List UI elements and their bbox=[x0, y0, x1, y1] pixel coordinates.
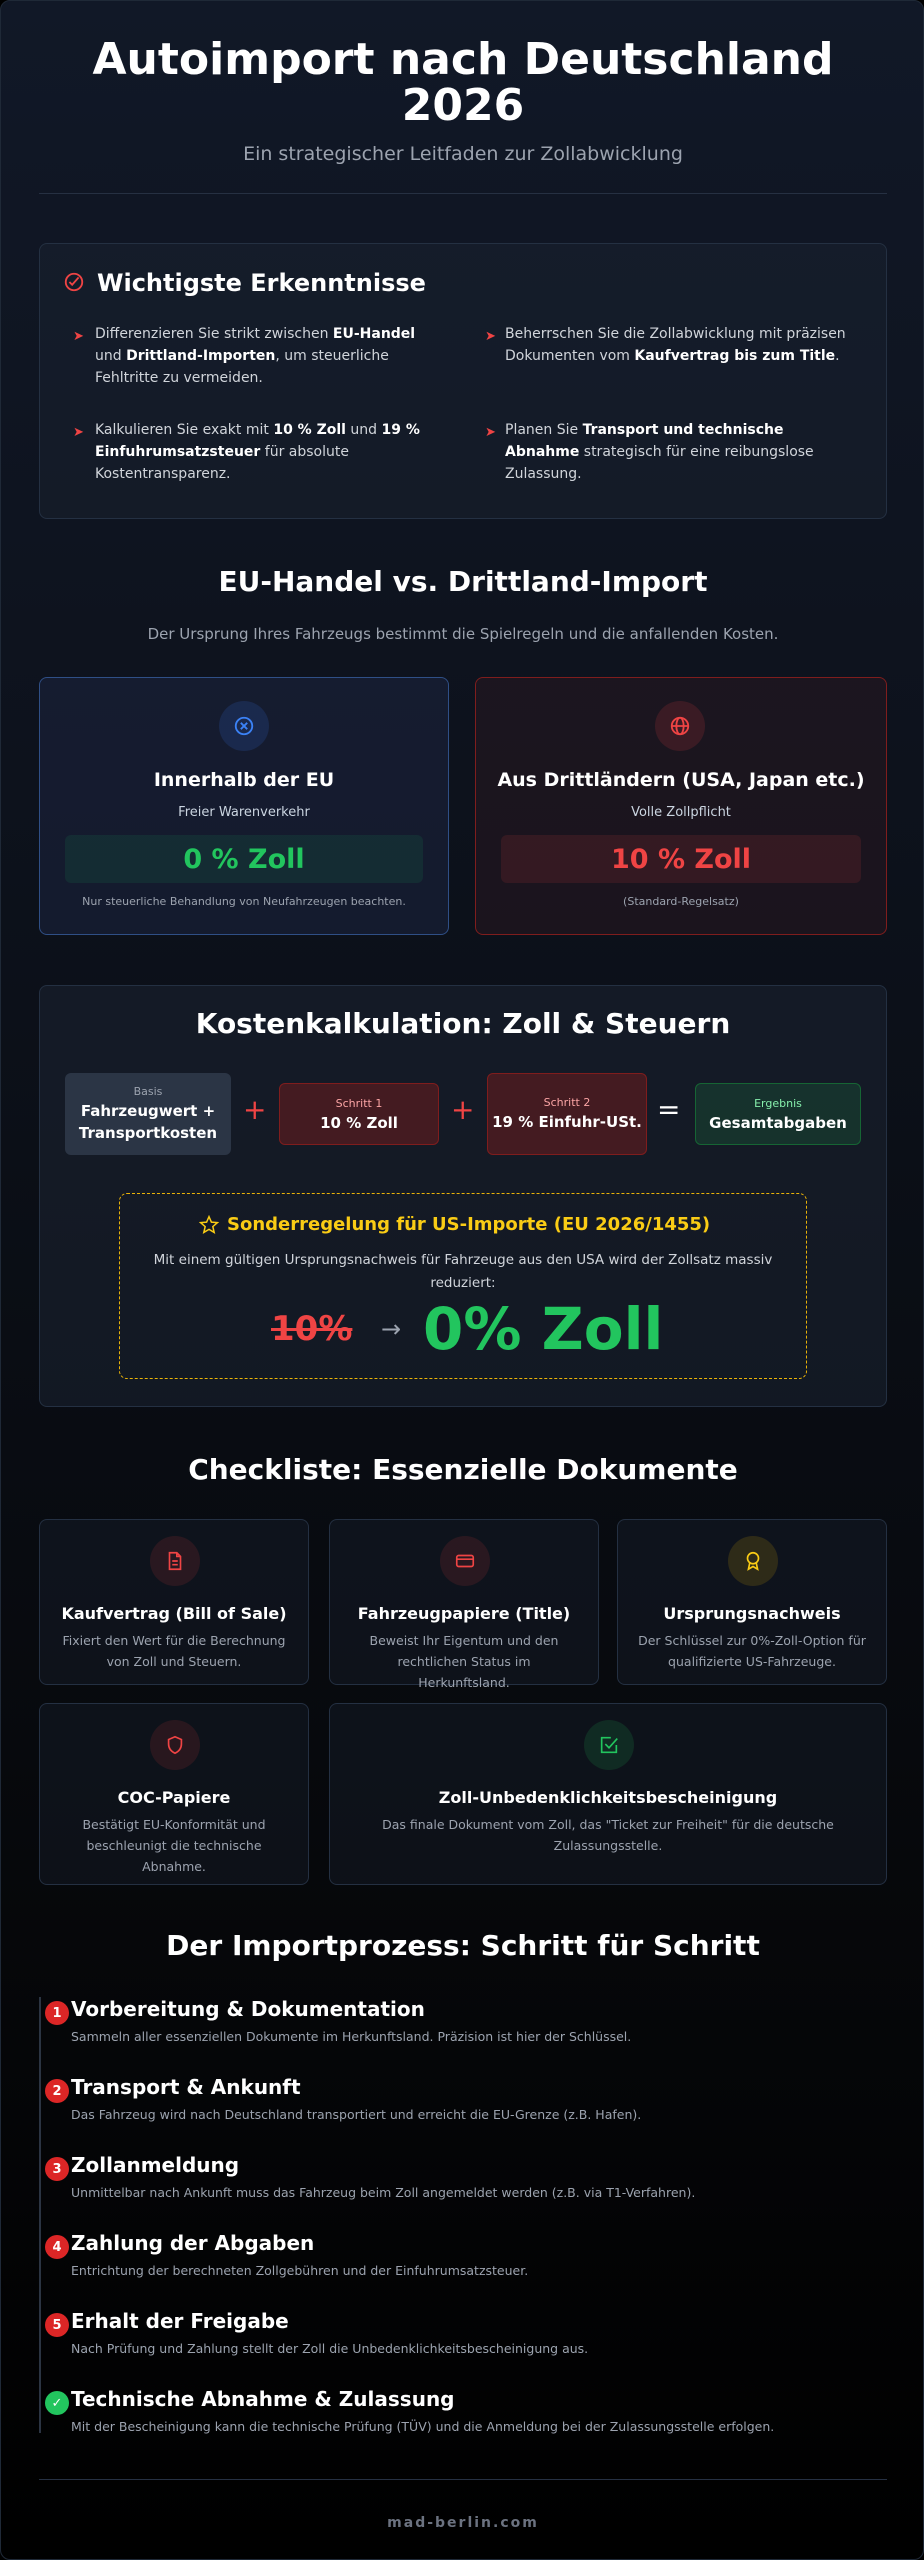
calculation-title: Kostenkalkulation: Zoll & Steuern bbox=[195, 1007, 731, 1040]
step-title: Zollanmeldung bbox=[71, 2153, 240, 2177]
calc-step1-box: Schritt 1 10 % Zoll bbox=[279, 1083, 439, 1145]
check-circle-icon bbox=[64, 272, 84, 292]
new-rate: 0% Zoll bbox=[423, 1295, 664, 1363]
calc-step2-box: Schritt 2 19 % Einfuhr-USt. bbox=[487, 1073, 647, 1155]
key-findings-title: Wichtigste Erkenntnisse bbox=[97, 269, 426, 297]
doc-card: Fahrzeugpapiere (Title) Beweist Ihr Eige… bbox=[329, 1519, 599, 1690]
step-number: 5 bbox=[45, 2313, 69, 2337]
old-rate: 10% bbox=[271, 1309, 353, 1349]
header-divider bbox=[39, 193, 887, 194]
doc-card: Ursprungsnachweis Der Schlüssel zur 0%-Z… bbox=[617, 1519, 887, 1685]
shield-icon bbox=[150, 1720, 200, 1770]
step-desc: Unmittelbar nach Ankunft muss das Fahrze… bbox=[71, 2185, 696, 2200]
calc-base-box: Basis Fahrzeugwert + Transportkosten bbox=[65, 1073, 231, 1155]
key-finding-item: Differenzieren Sie strikt zwischen EU-Ha… bbox=[95, 326, 416, 386]
arrow-right-icon: → bbox=[381, 1315, 402, 1343]
plus-sign: + bbox=[243, 1093, 267, 1126]
key-finding-item: Beherrschen Sie die Zollabwicklung mit p… bbox=[505, 326, 846, 364]
calculation-card bbox=[39, 985, 887, 1407]
step-desc: Sammeln aller essenziellen Dokumente im … bbox=[71, 2029, 632, 2044]
eu-rate: 0 % Zoll bbox=[65, 835, 423, 883]
eu-card bbox=[39, 677, 449, 935]
globe-icon bbox=[655, 701, 705, 751]
third-title: Aus Drittländern (USA, Japan etc.) bbox=[497, 769, 865, 791]
step-number: 3 bbox=[45, 2157, 69, 2181]
key-findings-card bbox=[39, 243, 887, 519]
step-title: Zahlung der Abgaben bbox=[71, 2231, 315, 2255]
step-desc: Nach Prüfung und Zahlung stellt der Zoll… bbox=[71, 2341, 589, 2356]
us-special-text: Mit einem gültigen Ursprungsnachweis für… bbox=[153, 1252, 773, 1291]
award-icon bbox=[728, 1536, 778, 1586]
us-special-box bbox=[119, 1193, 807, 1379]
doc-card: Kaufvertrag (Bill of Sale) Fixiert den W… bbox=[39, 1519, 309, 1685]
arrow-icon: ➤ bbox=[73, 329, 84, 344]
step-title: Erhalt der Freigabe bbox=[71, 2309, 289, 2333]
equals-sign: = bbox=[657, 1093, 681, 1126]
arrow-icon: ➤ bbox=[73, 425, 84, 440]
step-number: 4 bbox=[45, 2235, 69, 2259]
star-icon bbox=[199, 1215, 219, 1234]
key-finding-item: Kalkulieren Sie exakt mit 10 % Zoll und … bbox=[95, 422, 420, 482]
footer-divider bbox=[39, 2479, 887, 2480]
third-rate: 10 % Zoll bbox=[501, 835, 861, 883]
key-finding-item: Planen Sie Transport und technische Abna… bbox=[505, 422, 814, 482]
arrow-icon: ➤ bbox=[485, 425, 496, 440]
checklist-title: Checkliste: Essenzielle Dokumente bbox=[188, 1453, 738, 1486]
third-country-card bbox=[475, 677, 887, 935]
step-title: Technische Abnahme & Zulassung bbox=[71, 2387, 455, 2411]
third-sub: Volle Zollpflicht bbox=[631, 805, 731, 820]
doc-card: Zoll-Unbedenklichkeitsbescheinigung Das … bbox=[329, 1703, 887, 1885]
process-title: Der Importprozess: Schritt für Schritt bbox=[166, 1929, 760, 1962]
eu-note: Nur steuerliche Behandlung von Neufahrze… bbox=[82, 895, 406, 908]
page-title: Autoimport nach Deutschland 2026 bbox=[92, 34, 834, 131]
step-desc: Mit der Bescheinigung kann die technisch… bbox=[71, 2419, 775, 2434]
step-title: Transport & Ankunft bbox=[71, 2075, 301, 2099]
eu-title: Innerhalb der EU bbox=[153, 769, 335, 791]
comparison-subtitle: Der Ursprung Ihres Fahrzeugs bestimmt di… bbox=[147, 625, 779, 643]
step-desc: Entrichtung der berechneten Zollgebühren… bbox=[71, 2263, 529, 2278]
step-desc: Das Fahrzeug wird nach Deutschland trans… bbox=[71, 2107, 642, 2122]
footer-link[interactable]: mad-berlin.com bbox=[387, 2515, 539, 2531]
comparison-title: EU-Handel vs. Drittland-Import bbox=[218, 565, 708, 598]
step-number: 1 bbox=[45, 2001, 69, 2025]
us-special-title: Sonderregelung für US-Importe (EU 2026/1… bbox=[227, 1214, 711, 1235]
step-check-icon: ✓ bbox=[45, 2391, 69, 2415]
arrow-icon: ➤ bbox=[485, 329, 496, 344]
timeline-line bbox=[39, 1997, 41, 2433]
step-number: 2 bbox=[45, 2079, 69, 2103]
card-icon bbox=[440, 1536, 490, 1586]
third-note: (Standard-Regelsatz) bbox=[623, 895, 739, 908]
document-icon bbox=[150, 1536, 200, 1586]
step-title: Vorbereitung & Dokumentation bbox=[71, 1997, 425, 2021]
doc-card: COC-Papiere Bestätigt EU-Konformität und… bbox=[39, 1703, 309, 1885]
page-subtitle: Ein strategischer Leitfaden zur Zollabwi… bbox=[243, 143, 683, 165]
x-circle-icon bbox=[219, 701, 269, 751]
plus-sign: + bbox=[451, 1093, 475, 1126]
check-square-icon bbox=[584, 1720, 634, 1770]
calc-result-box: Ergebnis Gesamtabgaben bbox=[695, 1083, 861, 1145]
eu-sub: Freier Warenverkehr bbox=[178, 805, 310, 820]
